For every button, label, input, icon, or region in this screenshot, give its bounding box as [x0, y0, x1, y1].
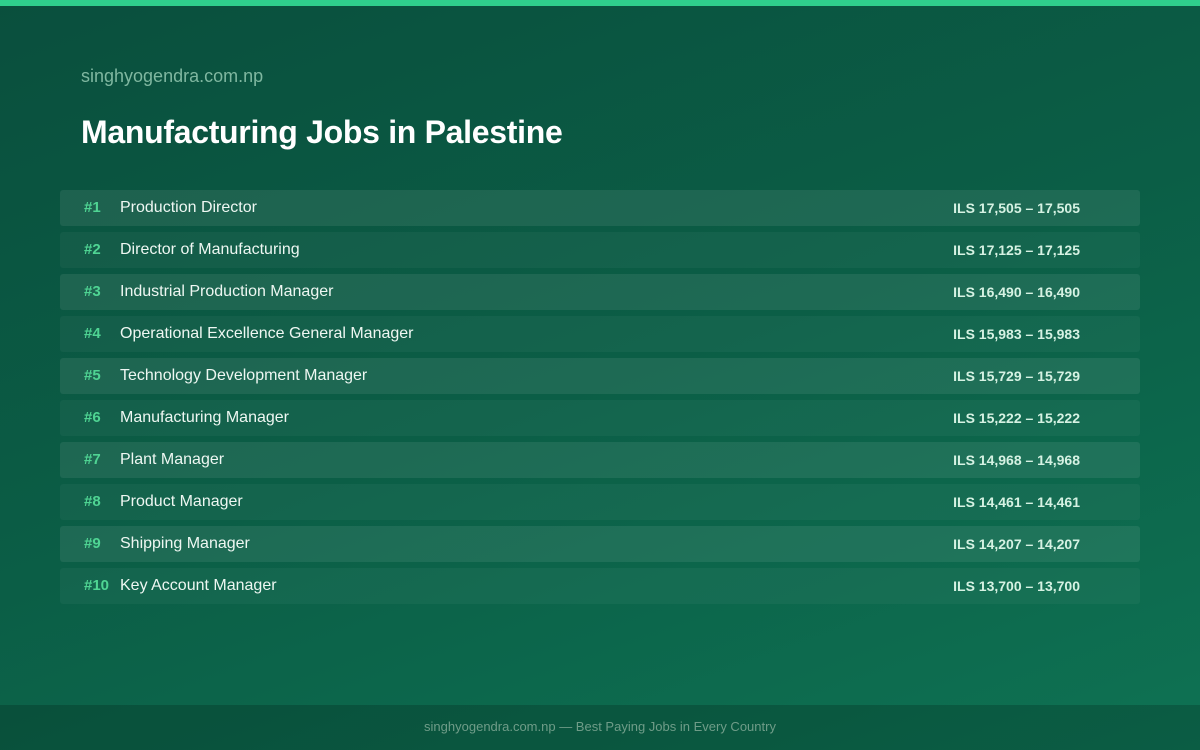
salary-range: ILS 17,505 – 17,505 [953, 200, 1080, 216]
salary-range: ILS 14,968 – 14,968 [953, 452, 1080, 468]
job-row: #4 Operational Excellence General Manager… [60, 316, 1140, 352]
job-row: #2 Director of Manufacturing ILS 17,125 – … [60, 232, 1140, 268]
salary-range: ILS 16,490 – 16,490 [953, 284, 1080, 300]
job-row: #7 Plant Manager ILS 14,968 – 14,968 [60, 442, 1140, 478]
job-title: Technology Development Manager [120, 367, 368, 384]
job-row: #5 Technology Development Manager ILS 15,7… [60, 358, 1140, 394]
job-title: Industrial Production Manager [120, 283, 334, 300]
salary-range: ILS 15,729 – 15,729 [953, 368, 1080, 384]
rank: #2 [84, 241, 101, 258]
job-title: Director of Manufacturing [120, 241, 300, 258]
rank: #6 [84, 409, 101, 426]
rank: #9 [84, 535, 101, 552]
job-title: Plant Manager [120, 451, 225, 468]
rank: #4 [84, 325, 101, 342]
salary-range: ILS 14,461 – 14,461 [953, 494, 1080, 510]
page-title: Manufacturing Jobs in Palestine [81, 114, 563, 150]
rank: #3 [84, 283, 101, 300]
job-row: #9 Shipping Manager ILS 14,207 – 14,207 [60, 526, 1140, 562]
rank: #1 [84, 199, 101, 216]
job-row: #1 Production Director ILS 17,505 – 17,505 [60, 190, 1140, 226]
salary-range: ILS 17,125 – 17,125 [953, 242, 1080, 258]
salary-range: ILS 14,207 – 14,207 [953, 536, 1080, 552]
rank: #8 [84, 493, 101, 510]
job-title: Operational Excellence General Manager [120, 325, 414, 342]
job-title: Shipping Manager [120, 535, 250, 552]
footer-text: singhyogendra.com.np — Best Paying Jobs … [424, 719, 776, 734]
job-row: #3 Industrial Production Manager ILS 16,49… [60, 274, 1140, 310]
job-row: #10 Key Account Manager ILS 13,700 – 13,70… [60, 568, 1140, 604]
salary-range: ILS 13,700 – 13,700 [953, 578, 1080, 594]
job-title: Production Director [120, 199, 257, 216]
site-name: singhyogendra.com.np [81, 66, 264, 86]
rank: #5 [84, 367, 101, 384]
job-title: Manufacturing Manager [120, 409, 289, 426]
salary-range: ILS 15,983 – 15,983 [953, 326, 1080, 342]
top-bar [0, 0, 1200, 6]
job-title: Key Account Manager [120, 577, 277, 594]
job-list: #1 Production Director ILS 17,505 – 17,505… [60, 190, 1140, 610]
job-row: #6 Manufacturing Manager ILS 15,222 – 15,2… [60, 400, 1140, 436]
job-title: Product Manager [120, 493, 243, 510]
job-row: #8 Product Manager ILS 14,461 – 14,461 [60, 484, 1140, 520]
salary-range: ILS 15,222 – 15,222 [953, 410, 1080, 426]
rank: #7 [84, 451, 101, 468]
footer: singhyogendra.com.np — Best Paying Jobs … [0, 705, 1200, 750]
rank: #10 [84, 577, 110, 594]
